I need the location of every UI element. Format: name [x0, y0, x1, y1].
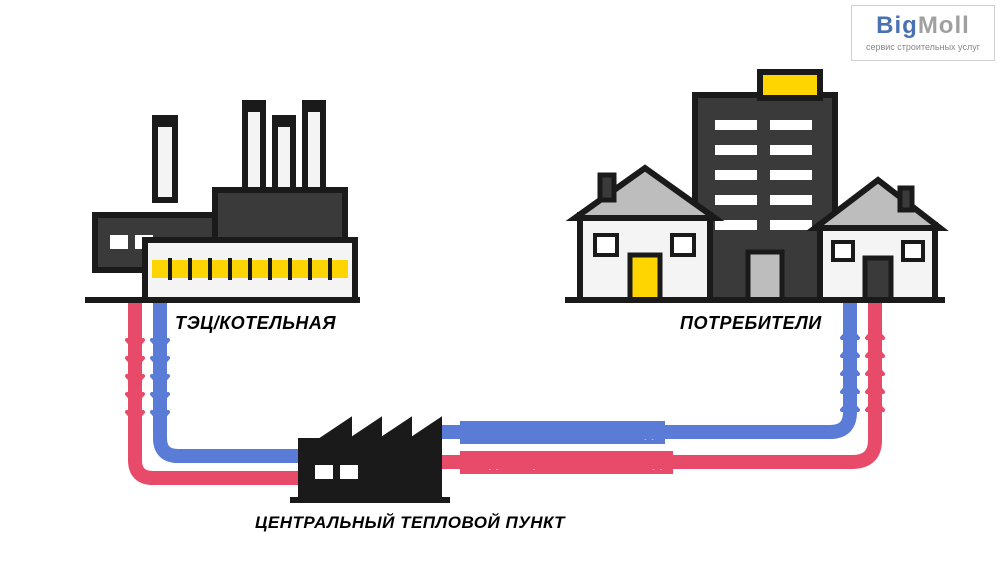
return-pipe-left: [160, 300, 300, 456]
diagram-canvas: [0, 0, 1000, 585]
ctp-icon: [290, 420, 450, 500]
plant-icon: [85, 100, 360, 300]
consumers-icon: [565, 72, 945, 300]
return-pipe-right: [440, 300, 850, 432]
